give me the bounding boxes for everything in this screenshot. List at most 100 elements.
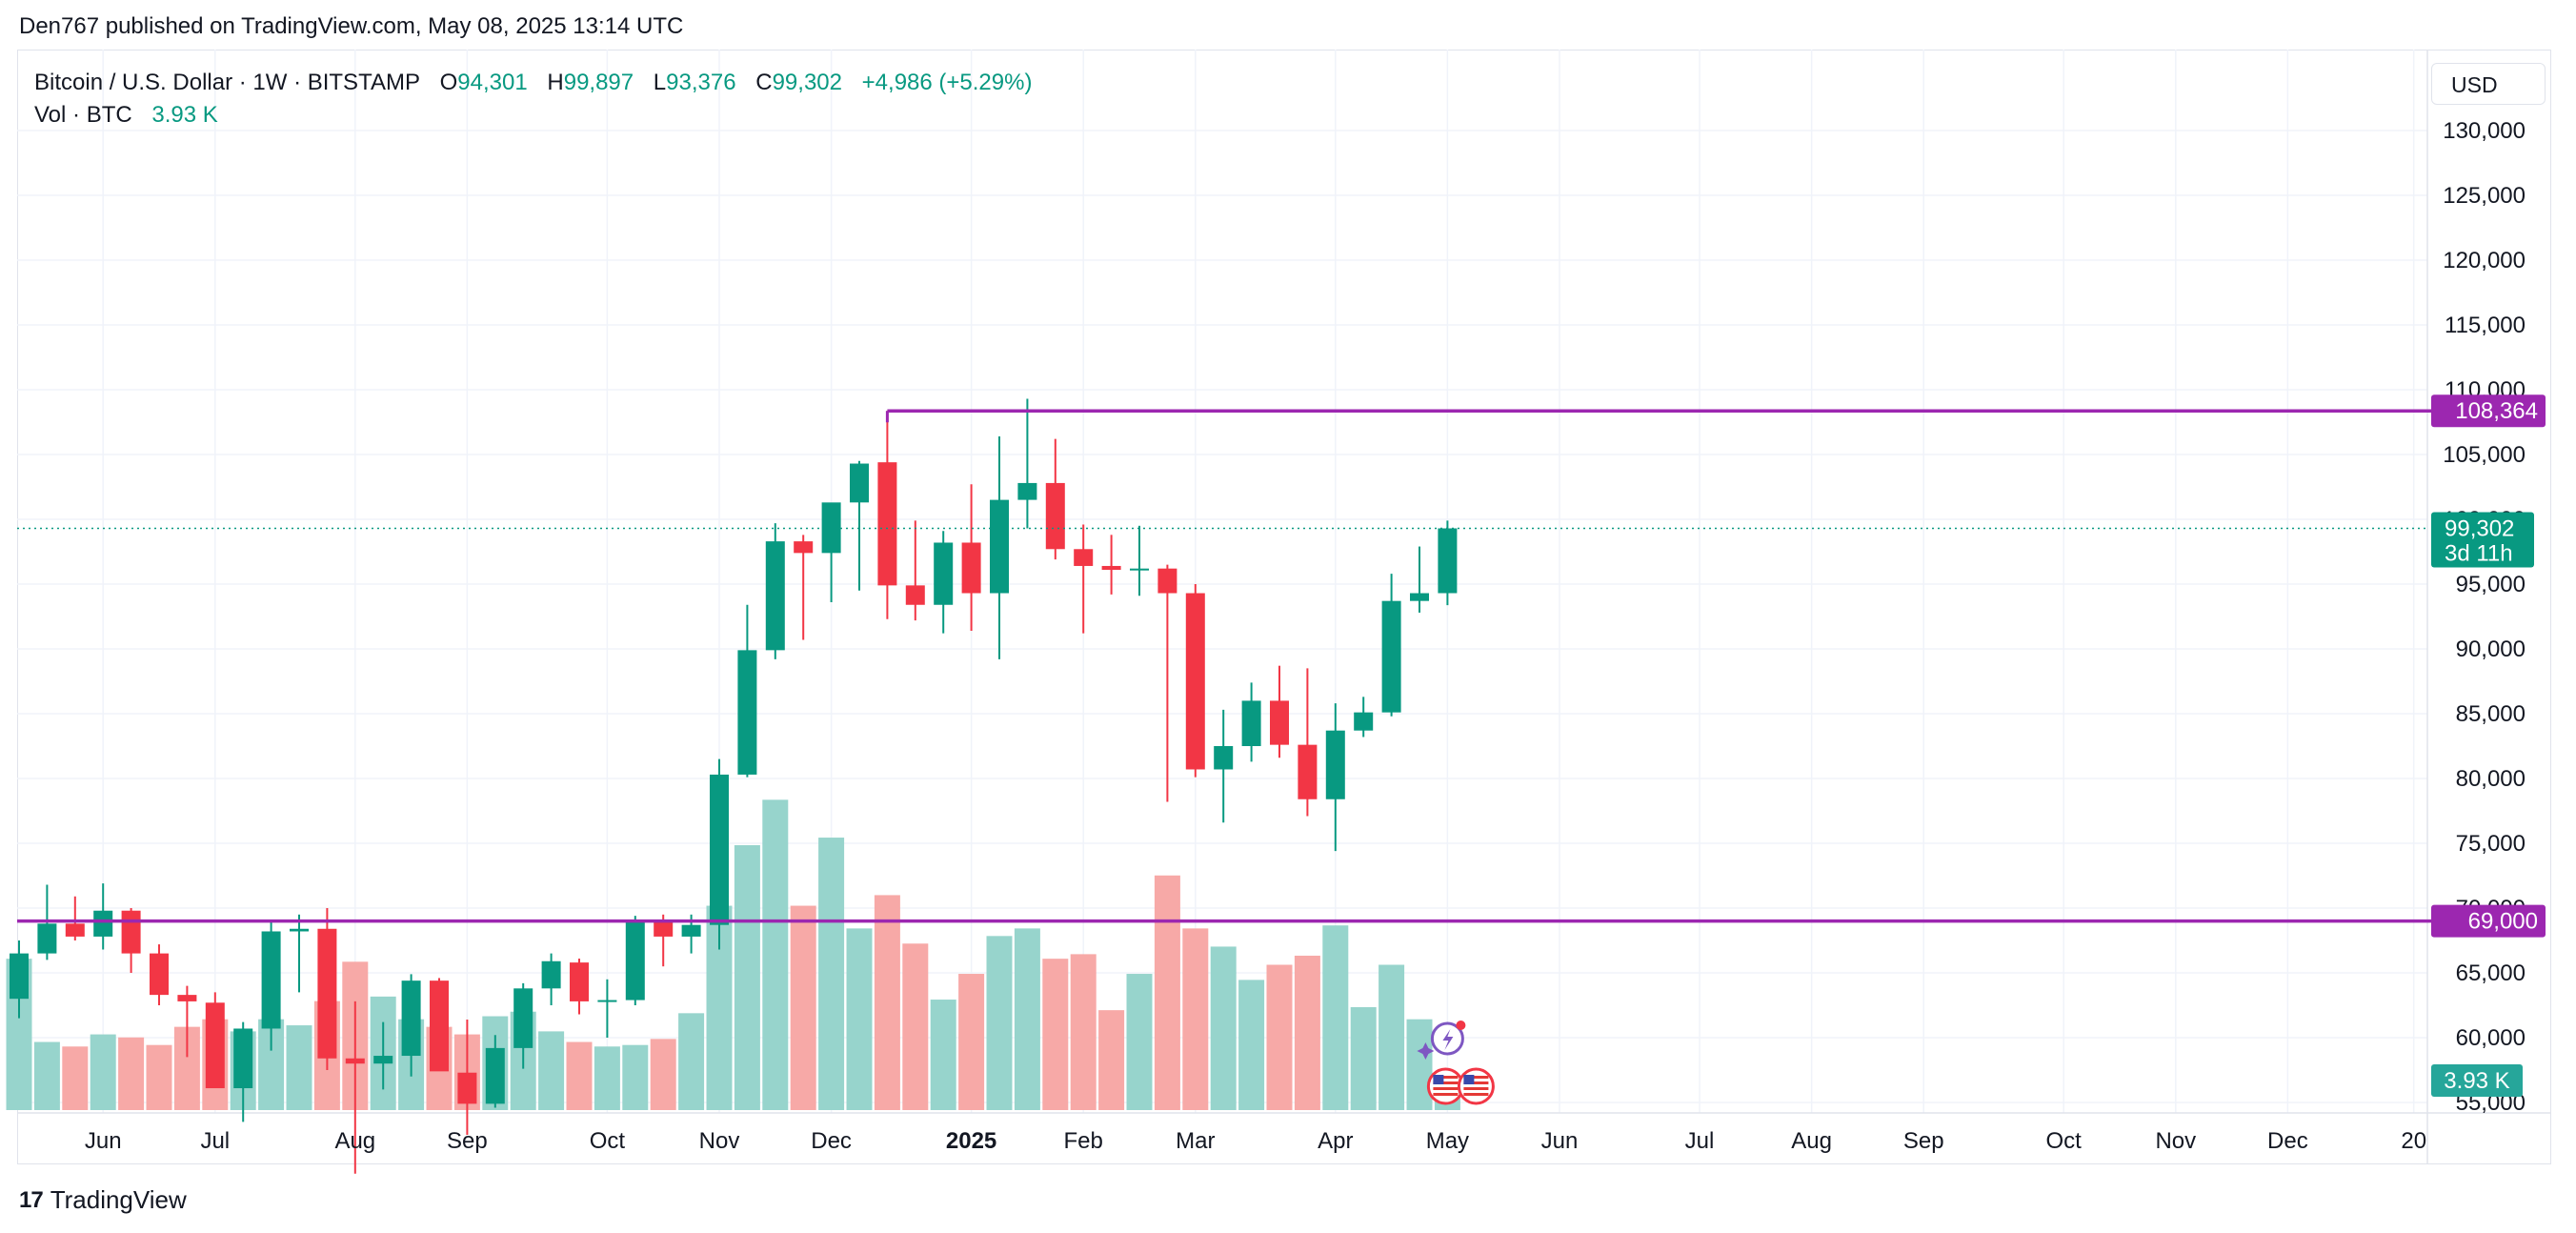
volume-bar <box>1014 928 1040 1110</box>
low-label: L <box>653 70 667 95</box>
x-tick-label: 20 <box>2401 1128 2426 1154</box>
x-tick-label: Aug <box>334 1128 375 1154</box>
volume-bar <box>538 1031 565 1110</box>
level-price-label: 108,364 <box>2455 398 2538 424</box>
volume-bar <box>1322 925 1349 1110</box>
volume-bar <box>1406 1019 1433 1110</box>
y-tick-label: 85,000 <box>2456 701 2526 727</box>
candle-body <box>177 995 197 1001</box>
volume-bar <box>594 1046 620 1110</box>
volume-bar <box>790 905 816 1110</box>
candle-body <box>261 931 281 1029</box>
candle-body <box>877 462 897 586</box>
x-tick-label: Oct <box>590 1128 626 1154</box>
volume-bar <box>734 845 760 1110</box>
x-tick-label: May <box>1426 1128 1469 1154</box>
x-tick-label: Oct <box>2046 1128 2083 1154</box>
volume-bar <box>1294 955 1320 1110</box>
candle-body <box>961 542 981 594</box>
candle-body <box>1130 568 1149 571</box>
y-tick-label: 90,000 <box>2456 637 2526 662</box>
candle-body <box>681 924 701 937</box>
symbol-title[interactable]: Bitcoin / U.S. Dollar · 1W · BITSTAMP <box>34 70 420 95</box>
candle-body <box>654 921 674 937</box>
y-tick-label: 120,000 <box>2443 248 2526 273</box>
candle-body <box>93 910 113 937</box>
y-tick-label: 115,000 <box>2445 313 2526 338</box>
y-tick-label: 65,000 <box>2456 960 2526 986</box>
volume-bar <box>1182 928 1209 1110</box>
tradingview-logo-icon: 17 <box>19 1186 44 1213</box>
x-tick-label: Jul <box>1685 1128 1715 1154</box>
candle-body <box>541 960 561 989</box>
volume-bar <box>1350 1006 1377 1110</box>
candle-body <box>1270 700 1289 745</box>
x-tick-label: Sep <box>447 1128 488 1154</box>
candle-body <box>1241 700 1261 746</box>
volume-bar <box>1154 875 1180 1110</box>
footer-brand[interactable]: 17 TradingView <box>19 1185 187 1215</box>
level-price-tag <box>2431 394 2546 428</box>
level-price-tag <box>2431 904 2546 938</box>
last-price-label: 99,302 <box>2445 515 2514 541</box>
x-tick-label: Dec <box>811 1128 852 1154</box>
x-tick-label: Sep <box>1903 1128 1944 1154</box>
volume-bar <box>846 928 873 1110</box>
candle-body <box>990 499 1009 594</box>
volume-label[interactable]: Vol · BTC <box>34 102 132 128</box>
volume-bar <box>1126 974 1153 1110</box>
candle-body <box>373 1056 393 1064</box>
us-flag-icon <box>1457 1067 1495 1105</box>
published-by-line: Den767 published on TradingView.com, May… <box>19 13 684 39</box>
countdown-label: 3d 11h <box>2445 540 2513 566</box>
candle-body <box>290 928 309 932</box>
volume-bar <box>930 1000 956 1110</box>
volume-bar <box>33 1041 60 1110</box>
price-axis: 55,00060,00065,00070,00075,00080,00085,0… <box>2443 118 2526 1116</box>
x-tick-label: Dec <box>2267 1128 2308 1154</box>
y-tick-label: 130,000 <box>2443 118 2526 144</box>
volume-bar <box>622 1044 649 1110</box>
candle-body <box>317 928 337 1059</box>
x-tick-label: Nov <box>2155 1128 2196 1154</box>
x-tick-label: 2025 <box>946 1128 996 1154</box>
candle-body <box>37 923 57 954</box>
event-icons <box>1417 1021 1495 1105</box>
candle-body <box>205 1002 225 1089</box>
candle-body <box>1045 482 1065 550</box>
volume-bar <box>762 799 789 1110</box>
y-tick-label: 125,000 <box>2443 183 2526 209</box>
candle-body <box>345 1058 365 1064</box>
volume-bar <box>118 1037 145 1110</box>
volume-bar <box>146 1044 172 1110</box>
y-tick-label: 75,000 <box>2456 831 2526 857</box>
volume-row: Vol · BTC 3.93 K <box>34 99 1032 131</box>
x-tick-label: Mar <box>1176 1128 1215 1154</box>
open-value: 94,301 <box>457 70 528 95</box>
volume-bar <box>650 1039 676 1110</box>
price-candles <box>10 398 1458 1174</box>
candle-body <box>150 953 169 996</box>
volume-value: 3.93 K <box>151 102 218 128</box>
chart-frame <box>17 50 2551 1164</box>
volume-bar <box>874 895 900 1110</box>
candle-body <box>765 541 785 651</box>
brand-name: TradingView <box>50 1185 187 1214</box>
candle-body <box>821 502 841 554</box>
close-label: C <box>755 70 773 95</box>
currency-button[interactable]: USD <box>2431 63 2546 105</box>
candle-body <box>794 541 814 554</box>
volume-bar <box>1210 946 1237 1110</box>
volume-bar <box>1238 980 1265 1110</box>
open-label: O <box>439 70 458 95</box>
candle-body <box>401 980 421 1057</box>
low-value: 93,376 <box>666 70 736 95</box>
candle-body <box>737 650 757 775</box>
volume-bar <box>678 1013 705 1110</box>
chart-grid <box>17 50 2551 1164</box>
last-price-tag <box>2431 512 2534 568</box>
candle-body <box>430 980 449 1072</box>
candle-body <box>121 910 141 954</box>
volume-bar <box>90 1034 116 1110</box>
